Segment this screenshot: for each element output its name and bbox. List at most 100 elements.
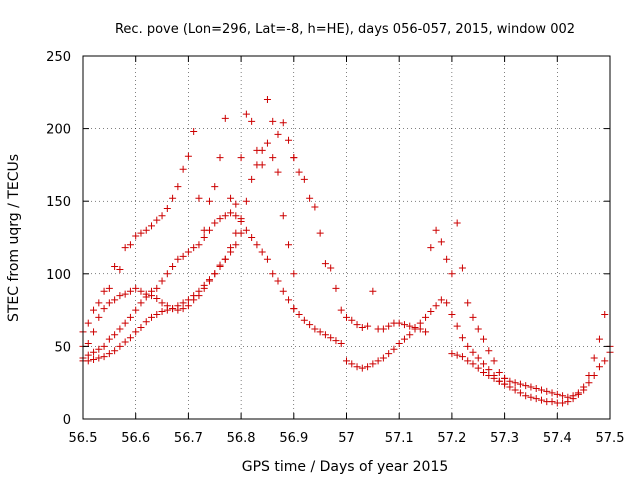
data-point — [237, 154, 245, 162]
data-point — [448, 310, 456, 318]
data-point — [422, 328, 430, 336]
data-point — [569, 395, 577, 403]
data-point — [105, 284, 113, 292]
data-point — [279, 212, 287, 220]
x-axis-label: GPS time / Days of year 2015 — [242, 459, 449, 475]
data-point — [205, 226, 213, 234]
data-point — [263, 96, 271, 104]
data-point — [353, 321, 361, 329]
data-point — [364, 363, 372, 371]
data-point — [480, 369, 488, 377]
data-point — [137, 287, 145, 295]
data-point — [190, 128, 198, 136]
data-point — [269, 270, 277, 278]
data-point — [158, 308, 166, 316]
data-point — [495, 377, 503, 385]
data-point — [216, 261, 224, 269]
data-point — [269, 154, 277, 162]
data-point — [121, 319, 129, 327]
data-point — [274, 277, 282, 285]
data-point — [432, 226, 440, 234]
data-point — [427, 308, 435, 316]
data-point — [327, 264, 335, 272]
data-point — [601, 357, 609, 365]
data-point — [327, 334, 335, 342]
data-point — [527, 393, 535, 401]
data-point — [263, 139, 271, 147]
data-point — [237, 229, 245, 237]
data-point — [105, 350, 113, 358]
data-point — [364, 322, 372, 330]
y-tick-label: 250 — [46, 50, 71, 65]
data-point — [464, 342, 472, 350]
data-point — [211, 183, 219, 191]
data-point — [121, 244, 129, 252]
data-point — [174, 255, 182, 263]
data-point — [111, 263, 119, 271]
data-point — [474, 364, 482, 372]
data-point — [90, 306, 98, 314]
data-point — [379, 354, 387, 362]
data-point — [137, 299, 145, 307]
data-point — [153, 310, 161, 318]
data-point — [111, 296, 119, 304]
x-tick-label: 57.5 — [596, 431, 625, 446]
data-point — [506, 383, 514, 391]
data-point — [132, 328, 140, 336]
data-point — [142, 318, 150, 326]
data-point — [279, 287, 287, 295]
data-point — [595, 363, 603, 371]
data-point — [169, 263, 177, 271]
data-point — [100, 353, 108, 361]
data-point — [169, 305, 177, 313]
data-point — [590, 371, 598, 379]
data-point — [142, 226, 150, 234]
data-point — [142, 293, 150, 301]
data-point — [105, 335, 113, 343]
data-point — [158, 212, 166, 220]
data-point — [522, 392, 530, 400]
data-point — [90, 328, 98, 336]
data-point — [306, 321, 314, 329]
data-point — [437, 296, 445, 304]
data-point — [116, 342, 124, 350]
x-tick-label: 57.4 — [543, 431, 572, 446]
data-point — [601, 310, 609, 318]
data-point — [163, 270, 171, 278]
data-point — [464, 357, 472, 365]
data-point — [495, 369, 503, 377]
data-point — [469, 348, 477, 356]
x-tick-label: 56.7 — [174, 431, 203, 446]
data-point — [190, 292, 198, 300]
data-point — [385, 322, 393, 330]
data-point — [200, 234, 208, 241]
data-point — [169, 194, 177, 202]
data-point — [153, 294, 161, 302]
data-point — [316, 328, 324, 336]
axis-ticks — [82, 55, 611, 420]
data-point — [358, 364, 366, 372]
data-points — [79, 96, 614, 407]
data-point — [427, 244, 435, 252]
data-point — [174, 302, 182, 310]
data-point — [374, 357, 382, 365]
data-point — [553, 390, 561, 398]
data-point — [132, 284, 140, 292]
data-point — [274, 130, 282, 138]
data-point — [253, 161, 261, 169]
data-point — [211, 219, 219, 227]
data-point — [121, 290, 129, 298]
data-point — [148, 222, 156, 230]
data-point — [527, 383, 535, 391]
data-point — [205, 197, 213, 205]
data-point — [216, 215, 224, 223]
data-point — [126, 313, 134, 321]
data-point — [369, 287, 377, 295]
data-point — [237, 218, 245, 226]
data-point — [337, 339, 345, 347]
y-tick-label: 0 — [63, 413, 71, 428]
data-point — [306, 194, 314, 202]
data-point — [295, 168, 303, 176]
data-point — [126, 334, 134, 342]
